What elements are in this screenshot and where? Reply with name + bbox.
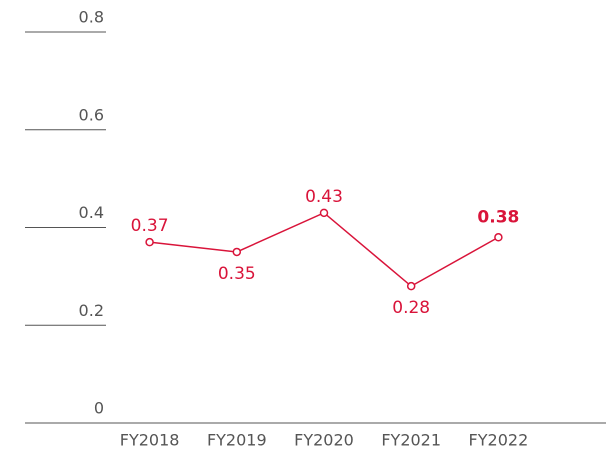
y-tick-label: 0.4 — [79, 203, 104, 222]
marks: 0.37 0.35 0.43 0.28 0.38 — [131, 187, 520, 318]
y-tick-label: 0.6 — [79, 105, 104, 124]
point — [406, 281, 416, 291]
y-tick-label: 0 — [94, 399, 104, 418]
x-tick-label: FY2018 — [120, 431, 180, 450]
y-tick-label: 0.8 — [79, 8, 104, 27]
x-tick-label: FY2022 — [469, 431, 529, 450]
x-tick-label: FY2021 — [381, 431, 441, 450]
data-label: 0.37 — [131, 216, 169, 236]
point — [319, 208, 329, 218]
axes: 0 0.2 0.4 0.6 0.8 FY2018 FY2019 FY2020 FY2021 FY2… — [25, 8, 606, 450]
x-tick-label: FY2020 — [294, 431, 354, 450]
data-label: 0.28 — [392, 298, 430, 318]
data-label: 0.38 — [477, 207, 519, 227]
x-tick-label: FY2019 — [207, 431, 267, 450]
data-label: 0.43 — [305, 187, 343, 207]
point — [145, 237, 154, 247]
line — [149, 211, 499, 288]
data-label: 0.35 — [218, 264, 256, 284]
point — [494, 233, 503, 242]
point — [232, 247, 242, 257]
y-tick-label: 0.2 — [79, 301, 104, 320]
